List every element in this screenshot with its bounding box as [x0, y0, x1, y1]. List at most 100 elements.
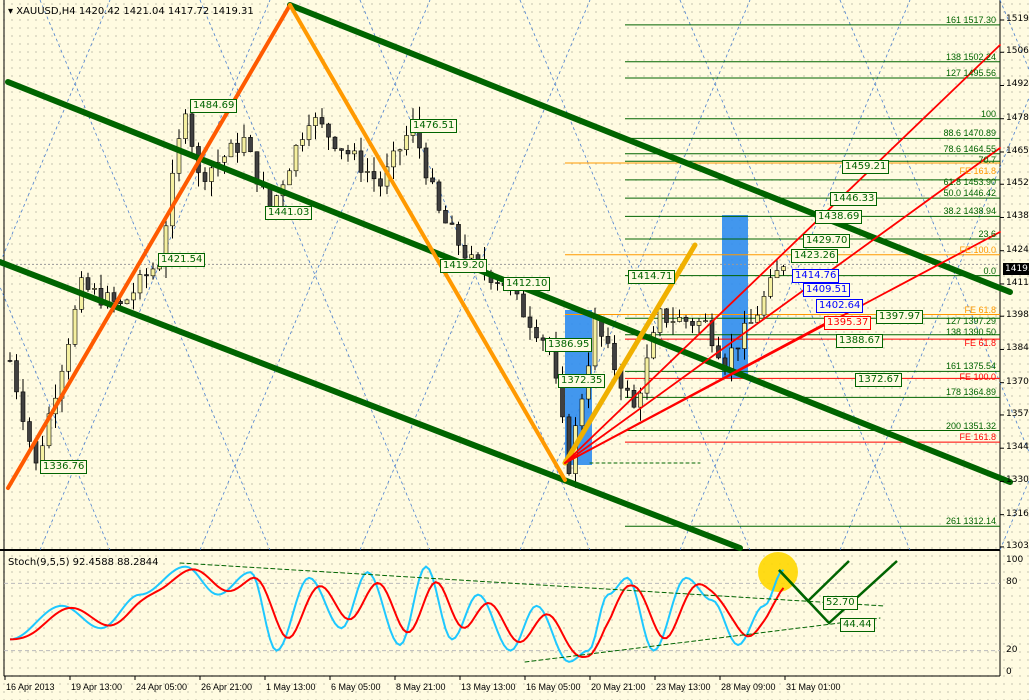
- price-tag: 1414.76: [792, 269, 840, 283]
- fib-level-label: 161 1517.30: [945, 14, 996, 25]
- fib-level-label: 38.2 1438.94: [943, 206, 996, 217]
- candle-bull: [748, 322, 754, 324]
- candle-bull: [124, 299, 130, 304]
- candle-bear: [371, 171, 377, 180]
- candle-bull: [755, 314, 760, 323]
- time-axis-label: 24 Apr 05:00: [136, 682, 188, 692]
- stoch-axis-label: 0: [1006, 667, 1012, 677]
- candle-bull: [150, 268, 156, 277]
- fib-level-label: 200 1351.32: [945, 420, 996, 431]
- symbol-ohlc: XAUUSD,H4 1420.42 1421.04 1417.72 1419.3…: [16, 6, 254, 17]
- time-axis-label: 16 Apr 2013: [6, 682, 55, 692]
- candle-bear: [534, 327, 539, 339]
- time-zone-box: [722, 215, 748, 378]
- price-axis-label: 1303.70: [1006, 540, 1029, 551]
- candle-bear: [605, 336, 611, 344]
- price-axis-label: 1465.30: [1006, 145, 1029, 156]
- price-axis-label: 1384.50: [1006, 343, 1029, 354]
- candle-bull: [241, 137, 247, 153]
- candle-bear: [690, 321, 695, 326]
- fib-level-label: FE 61.8: [964, 337, 996, 348]
- candle-bear: [462, 245, 468, 259]
- price-tag: 1484.69: [190, 99, 238, 113]
- price-tag: 1421.54: [158, 253, 206, 267]
- candle-bull: [404, 135, 409, 151]
- candle-bull: [287, 170, 292, 186]
- candle-bear: [118, 301, 123, 304]
- candle-bull: [176, 138, 182, 174]
- fib-level-label: 70.7: [978, 154, 996, 165]
- price-axis-label: 1357.70: [1006, 408, 1029, 419]
- candle-bull: [592, 317, 598, 367]
- stoch-axis-label: 80: [1006, 577, 1018, 588]
- candle-bull: [657, 308, 663, 333]
- time-axis-label: 28 May 09:00: [721, 682, 776, 692]
- stoch-main-line: [9, 565, 785, 663]
- candle-bull: [768, 277, 773, 297]
- price-axis-label: 1478.90: [1006, 112, 1029, 123]
- candle-bull: [209, 167, 214, 182]
- fib-level-label: 127 1397.29: [945, 315, 996, 326]
- candle-bear: [20, 391, 26, 422]
- fib-level-label: FE 100.0: [959, 372, 996, 383]
- time-axis-label: 16 May 05:00: [526, 682, 581, 692]
- time-axis-label: 23 May 13:00: [656, 682, 711, 692]
- candle-bear: [664, 308, 669, 323]
- dropdown-triangle-icon[interactable]: ▾: [8, 6, 17, 17]
- candle-bear: [423, 147, 429, 179]
- candle-bull: [638, 392, 643, 408]
- price-axis-label: 1506.10: [1006, 46, 1029, 57]
- time-axis-label: 13 May 13:00: [461, 682, 516, 692]
- stoch-axis-label: 100: [1006, 555, 1024, 565]
- fib-level-label: 127 1495.56: [945, 68, 996, 79]
- candle-bull: [469, 254, 474, 259]
- channel-line-bottom: [0, 259, 743, 551]
- candle-bear: [202, 172, 208, 182]
- current-price-label: 1419.31: [1003, 263, 1029, 275]
- price-tag: 1397.97: [876, 310, 924, 324]
- candle-bear: [521, 293, 526, 318]
- fib-level-label: 161 1375.54: [945, 361, 996, 372]
- candle-bear: [378, 178, 383, 187]
- candle-bear: [14, 360, 19, 393]
- candle-bear: [98, 288, 104, 306]
- price-axis-label: 1452.10: [1006, 178, 1029, 189]
- price-axis-label: 1519.30: [1006, 14, 1029, 24]
- candle-bear: [326, 123, 331, 138]
- time-axis-label: 6 May 05:00: [331, 682, 381, 692]
- stoch-tag: 52.70: [823, 596, 858, 610]
- fib-level-label: FE 100.0: [959, 244, 996, 255]
- zigzag-leg: [6, 3, 292, 490]
- price-tag: 1388.67: [836, 334, 884, 348]
- candle-bull: [131, 292, 136, 301]
- candle-bull: [306, 125, 312, 140]
- fib-level-label: FE 61.8: [964, 304, 996, 315]
- candle-bull: [742, 322, 747, 349]
- candle-bull: [670, 321, 676, 323]
- fib-level-label: FE 161.8: [959, 165, 996, 176]
- price-tag: 1419.20: [440, 259, 488, 273]
- price-axis-label: 1398.10: [1006, 310, 1029, 321]
- candle-bull: [677, 317, 682, 322]
- fan-line: [564, 147, 1001, 464]
- price-axis-label: 1411.30: [1006, 277, 1029, 288]
- price-tag: 1402.64: [816, 299, 864, 313]
- price-tag: 1446.33: [830, 192, 878, 206]
- candle-bull: [293, 145, 299, 172]
- candle-bear: [566, 416, 572, 474]
- fib-level-label: 100: [980, 108, 996, 119]
- price-axis-label: 1330.50: [1006, 475, 1029, 486]
- candle-bear: [248, 137, 253, 153]
- symbol-header: ▾ XAUUSD,H4 1420.42 1421.04 1417.72 1419…: [8, 6, 254, 17]
- candle-bull: [397, 149, 403, 152]
- price-tag: 1412.10: [503, 277, 551, 291]
- fib-level-label: FE 161.8: [959, 432, 996, 443]
- candle-bear: [111, 292, 117, 302]
- channel-line-top: [287, 2, 1013, 295]
- candle-bull: [46, 413, 52, 447]
- candle-bear: [735, 347, 741, 350]
- candle-bear: [612, 342, 617, 371]
- fan-line: [564, 322, 827, 464]
